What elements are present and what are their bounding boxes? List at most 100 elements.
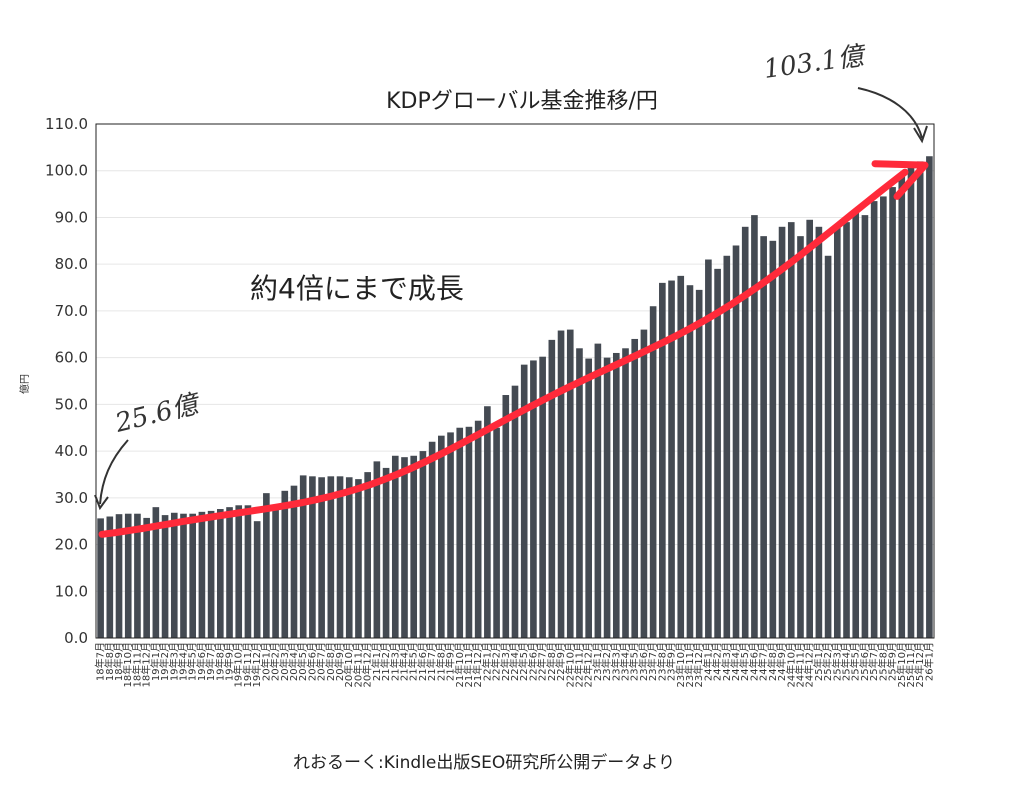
bar (520, 364, 528, 638)
x-tick-label: 25年10月 (895, 642, 908, 687)
bar (161, 515, 169, 638)
x-tick-label: 24年1月 (701, 642, 714, 681)
bar (548, 339, 556, 638)
bar (272, 504, 279, 638)
bar (640, 329, 648, 638)
bar (428, 441, 436, 638)
x-tick-label: 25年1月 (812, 642, 825, 681)
bar (843, 222, 850, 638)
growth-annotation: 約4倍にまで成長 (250, 272, 464, 305)
bar (382, 467, 390, 638)
y-tick-label: 10.0 (55, 582, 88, 600)
bar (235, 505, 243, 638)
x-tick-label: 21年4月 (397, 642, 410, 681)
bar (824, 255, 832, 638)
x-tick-label: 22年1月 (480, 642, 493, 681)
y-tick-label: 20.0 (55, 536, 88, 554)
y-tick-label: 70.0 (55, 302, 88, 320)
bar (189, 513, 197, 638)
bar (797, 236, 804, 638)
x-tick-label: 22年5月 (517, 642, 530, 681)
bar (815, 226, 823, 639)
x-tick-label: 20年2月 (269, 642, 282, 681)
bar (594, 343, 602, 638)
x-tick-label: 22年10月 (563, 642, 576, 687)
bar (419, 451, 427, 638)
bar (898, 175, 906, 638)
x-tick-label: 24年4月 (729, 642, 742, 681)
x-tick-label: 25年8月 (876, 642, 889, 681)
x-tick-label: 25年6月 (858, 642, 871, 681)
bar (263, 493, 270, 638)
trend-arrowhead (871, 160, 929, 200)
x-tick-label: 19年10月 (232, 642, 245, 687)
x-tick-label: 23年10月 (674, 642, 687, 687)
bar (124, 513, 132, 638)
x-tick-label: 24年3月 (720, 642, 733, 681)
bar (373, 461, 381, 638)
bar (474, 420, 482, 638)
x-tick-label: 19年11月 (241, 642, 254, 687)
bar (226, 507, 233, 638)
bar (281, 490, 289, 638)
x-tick-label: 19年3月 (167, 642, 180, 681)
x-tick-label: 21年10月 (453, 642, 466, 687)
start-pointer-arrowhead (94, 494, 109, 511)
bar (631, 338, 639, 638)
bar (134, 513, 141, 638)
x-tick-label: 25年3月 (830, 642, 843, 681)
x-tick-label: 23年2月 (600, 642, 613, 681)
bar (926, 156, 933, 639)
bar (705, 259, 712, 638)
bar (539, 356, 546, 638)
x-tick-label: 24年11月 (793, 642, 806, 687)
x-tick-label: 18年10月 (121, 642, 134, 687)
x-tick-label: 23年7月 (646, 642, 659, 681)
bar (290, 485, 298, 638)
x-tick-label: 26年1月 (922, 642, 935, 681)
bar (880, 196, 887, 638)
x-tick-label: 21年1月 (370, 642, 383, 681)
x-tick-label: 19年12月 (250, 642, 263, 687)
bar (401, 457, 408, 638)
x-tick-label: 25年5月 (849, 642, 862, 681)
x-tick-label: 25年4月 (840, 642, 853, 681)
bar (916, 161, 924, 638)
chart-title: KDPグローバル基金推移/円 (386, 89, 658, 114)
bar (603, 357, 611, 638)
x-tick-label: 25年7月 (867, 642, 880, 681)
end-pointer-arrowhead (913, 125, 928, 144)
bar (170, 512, 178, 638)
end-value-annotation: 103.1億 (762, 41, 869, 85)
bar (484, 406, 491, 638)
bar (861, 215, 869, 638)
x-tick-label: 21年3月 (388, 642, 401, 681)
bar (741, 226, 749, 639)
bar (410, 455, 418, 638)
x-tick-label: 19年9月 (223, 642, 236, 681)
x-tick-label: 20年9月 (333, 642, 346, 681)
bar (493, 427, 500, 638)
bar (115, 514, 123, 638)
bar (695, 289, 703, 638)
bar (438, 435, 445, 638)
bar (327, 476, 335, 638)
x-tick-label: 23年6月 (637, 642, 650, 681)
y-tick-label: 50.0 (55, 395, 88, 413)
x-tick-label: 19年1月 (149, 642, 162, 681)
bar (686, 285, 694, 638)
bar (198, 511, 206, 638)
x-tick-label: 21年6月 (416, 642, 429, 681)
x-tick-label: 18年8月 (103, 642, 116, 681)
bar (769, 240, 777, 638)
x-tick-label: 19年5月 (186, 642, 199, 681)
x-tick-label: 25年12月 (913, 642, 926, 687)
bar (585, 358, 592, 638)
bar (612, 352, 620, 638)
x-tick-label: 22年12月 (582, 642, 595, 687)
bar (97, 518, 104, 638)
x-tick-label: 20年7月 (315, 642, 328, 681)
bar (253, 521, 261, 638)
bar (456, 427, 464, 638)
x-tick-label: 23年12月 (692, 642, 705, 687)
